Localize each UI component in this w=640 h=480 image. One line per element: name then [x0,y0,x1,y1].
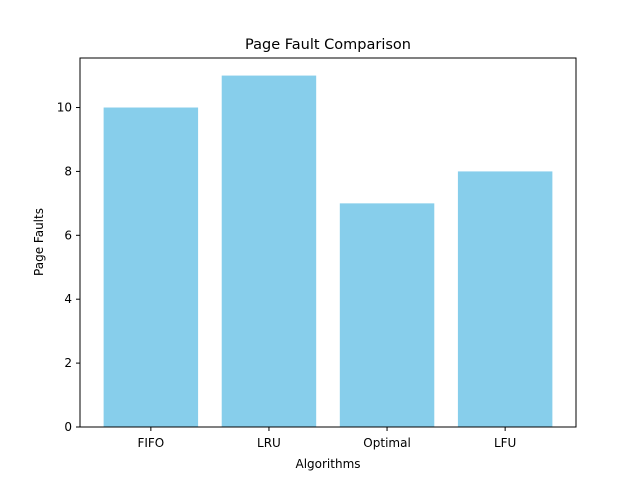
y-tick-label: 2 [64,356,72,370]
bar-optimal [339,203,435,427]
x-tick-label: LFU [494,436,516,450]
x-tick-label: Optimal [363,436,410,450]
x-axis-ticks: FIFO LRU Optimal LFU [137,427,516,450]
y-tick-label: 10 [57,101,72,115]
y-tick-label: 6 [64,228,72,242]
x-tick-label: LRU [257,436,281,450]
plot-frame [79,57,577,428]
x-tick-label: FIFO [137,436,164,450]
y-axis-label: Page Faults [32,208,46,276]
bar-fifo [103,107,199,428]
y-tick-label: 4 [64,292,72,306]
bars-group [103,75,553,428]
x-axis-label: Algorithms [295,457,360,471]
y-axis-ticks: 0 2 4 6 8 10 [57,101,80,434]
bar-lfu [457,171,553,427]
chart-title: Page Fault Comparison [245,37,411,53]
y-tick-label: 8 [64,164,72,178]
bar-lru [221,75,317,428]
y-tick-label: 0 [64,420,72,434]
